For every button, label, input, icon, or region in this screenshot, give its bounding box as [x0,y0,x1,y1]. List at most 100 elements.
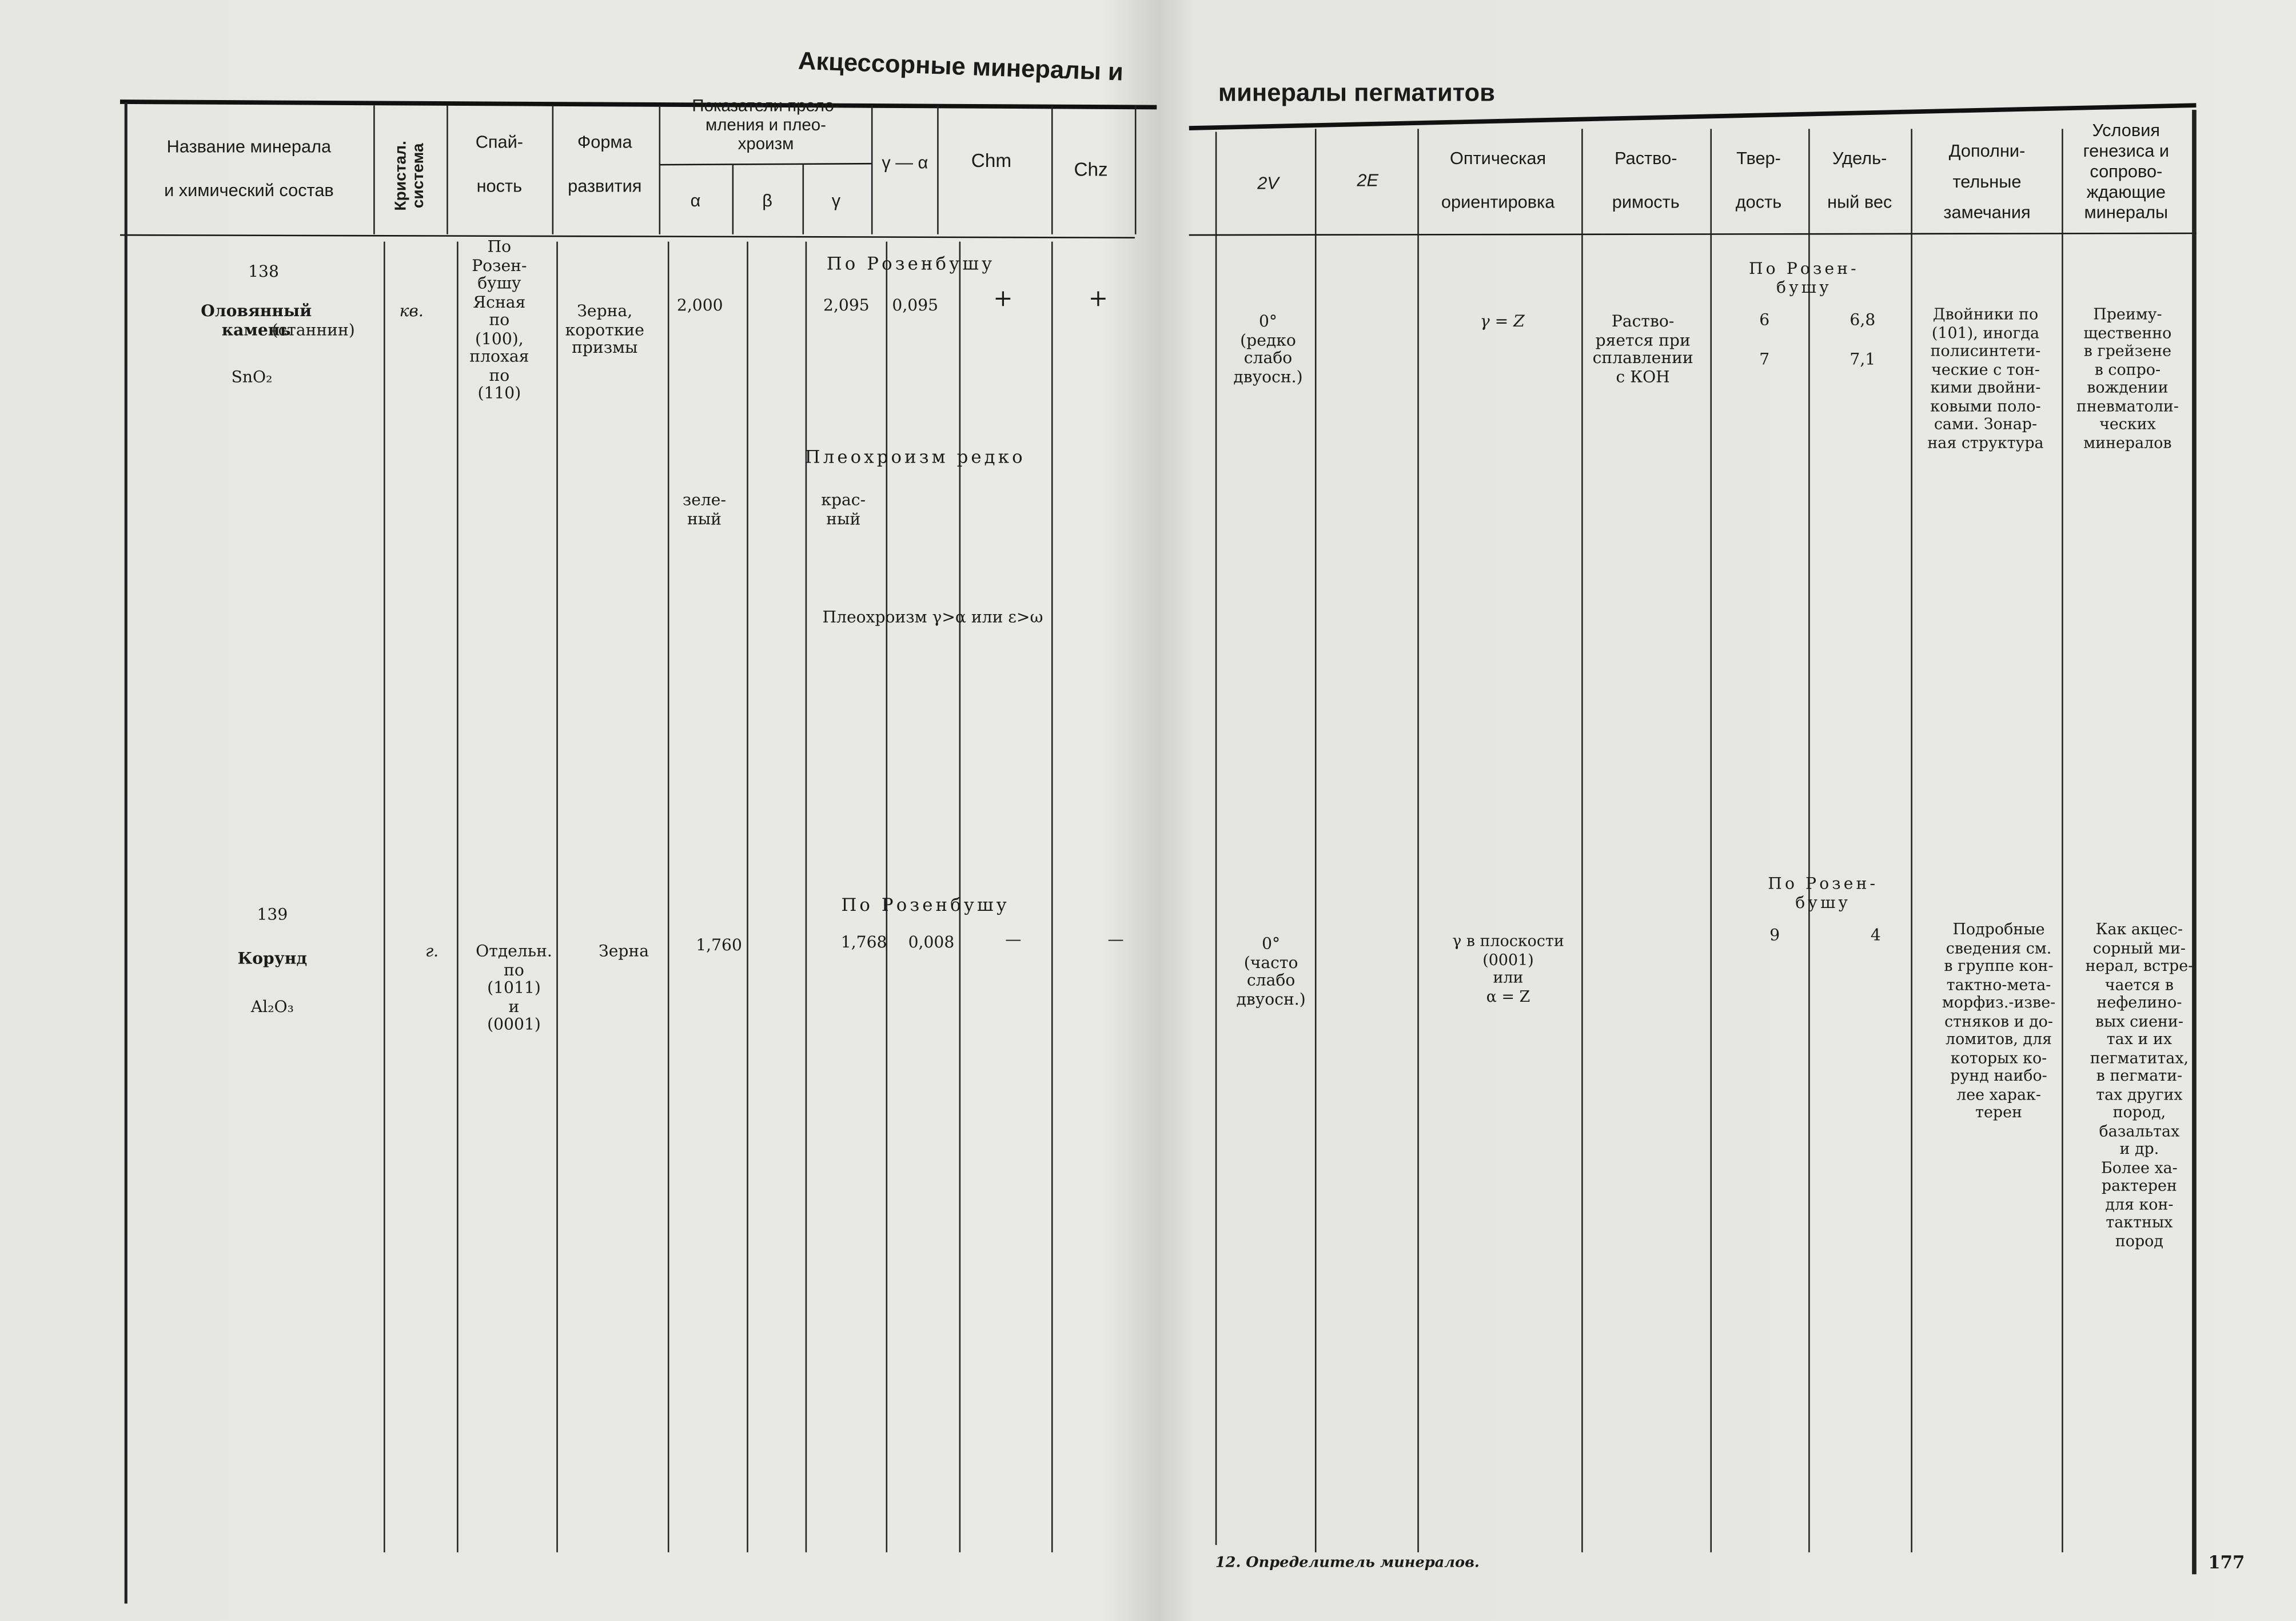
column-rule [667,241,669,1552]
row-138-name-alt: (станнин) [272,320,355,339]
row-138-genesis: Преиму- щественно в грейзене в сопро- во… [2076,306,2179,452]
header-alpha: α [690,190,701,211]
header-solubility: Раство- римость [1612,148,1680,213]
row-138-hardness-source: По Розен- бушу [1748,259,1859,297]
row-139-name: Корунд [237,949,308,968]
row-139-habit: Зерна [599,941,649,961]
column-rule [805,241,807,1552]
row-139-remarks: Подробные сведения см. в группе кон- так… [1942,921,2056,1122]
row-139-optical-orientation: γ в плоскости (0001) или α = Z [1452,933,1564,1006]
column-rule [1581,129,1584,1552]
column-rule [1710,129,1712,1552]
column-rule [373,105,376,234]
row-138-birefringence: 0,095 [892,296,939,315]
header-2v: 2V [1257,173,1279,194]
header-birefringence: γ — α [882,152,928,173]
row-139-alpha: 1,760 [696,935,742,955]
row-139-formula: Al₂O₃ [250,997,294,1017]
page-number: 177 [2208,1552,2245,1573]
row-138-source-note: По Розенбушу [826,253,995,274]
column-rule [556,241,559,1552]
row-138-alpha: 2,000 [676,296,723,315]
row-138-cleavage: По Розен- бушу Ясная по (100), плохая по… [469,237,529,403]
row-139-birefringence: 0,008 [908,933,955,952]
header-2e: 2E [1357,170,1378,190]
row-139-chm: — [1005,930,1022,949]
column-rule [1808,129,1811,1552]
row-138-hardness: 6 7 [1759,310,1770,369]
header-crystal-system: Кристал. система [392,141,428,211]
header-gamma: γ [831,190,841,211]
column-rule [124,102,127,1604]
row-rule [659,162,871,166]
row-139-specific-gravity: 4 [1870,925,1881,945]
column-rule [1215,132,1217,1546]
column-rule [871,105,873,234]
column-rule [2192,110,2196,1575]
row-138-pleochroism-alpha: зеле- ный [682,491,727,528]
header-habit: Форма развития [568,132,642,197]
header-genesis: Условия генезиса и сопрово- ждающие мине… [2083,120,2170,223]
column-rule [552,105,554,234]
row-139-hardness: 9 [1769,925,1780,945]
row-138-habit: Зерна, короткие призмы [565,301,644,357]
row-138-pleochroism-note2: Плеохроизм γ>α или ε>ω [822,607,1043,627]
column-rule [747,241,749,1552]
header-specific-gravity: Удель- ный вес [1827,148,1892,213]
header-name: Название минерала и химический состав [164,136,334,201]
column-rule [384,241,386,1552]
row-139-cleavage: Отдельн. по (1011) и (0001) [476,941,552,1034]
header-remarks: Дополни- тельные замечания [1943,140,2031,223]
column-rule [732,164,734,234]
column-rule [1134,105,1137,234]
column-rule [447,105,449,234]
column-rule [937,105,939,234]
row-138-pleochroism-note: Плеохроизм редко [804,447,1026,468]
row-139-gamma: 1,768 [840,933,887,952]
row-rule [119,99,1157,109]
column-rule [886,241,888,1552]
header-chm: Chm [971,149,1012,172]
row-138-pleochroism-gamma: крас- ный [821,491,866,528]
row-rule [120,234,1135,239]
row-138-specific-gravity: 6,8 7,1 [1849,310,1876,369]
column-rule [1051,105,1053,234]
row-139-genesis: Как акцес- сорный ми- нерал, встре- чает… [2085,921,2194,1250]
column-rule [959,241,961,1552]
row-138-system: кв. [399,301,424,321]
row-138-optical-orientation: γ = Z [1480,312,1525,331]
column-rule [802,164,804,234]
row-139-hardness-source: По Розен- бушу [1768,874,1879,912]
column-rule [2062,129,2064,1552]
column-rule [1417,129,1420,1552]
row-139-2v: 0° (часто слабо двуосн.) [1236,934,1306,1009]
row-138-number: 138 [248,262,279,281]
header-beta: β [762,190,772,211]
row-138-solubility: Раство- ряется при сплавлении с КОН [1592,312,1693,386]
column-rule [1911,129,1913,1552]
row-138-chz: + [1088,284,1109,312]
right-page-title: минералы пегматитов [1218,79,1495,107]
header-refraction-group: Показатели прело- мления и плео- хроизм [692,98,840,154]
row-rule [1189,232,2197,236]
column-rule [1051,241,1053,1552]
row-139-system: г. [425,941,439,961]
row-138-name: Оловянный камень [201,301,312,339]
row-138-remarks: Двойники по (101), иногда полисинтети- ч… [1927,306,2044,452]
footer-note: 12. Определитель минералов. [1215,1555,1480,1572]
row-138-formula: SnO₂ [231,367,273,387]
column-rule [1314,129,1317,1552]
header-optical-orientation: Оптическая ориентировка [1441,148,1555,213]
left-page-title: Акцессорные минералы и [798,47,1124,86]
header-cleavage: Спай- ность [475,132,524,197]
column-rule [659,105,661,234]
header-hardness: Твер- дость [1735,148,1782,213]
row-139-number: 139 [257,905,288,925]
row-139-source-note: По Розенбушу [841,894,1010,915]
column-rule [457,241,459,1552]
header-chz: Chz [1074,158,1108,181]
row-139-chz: — [1107,930,1124,949]
row-138-2v: 0° (редко слабо двуосн.) [1233,312,1303,386]
row-138-chm: + [993,284,1013,312]
